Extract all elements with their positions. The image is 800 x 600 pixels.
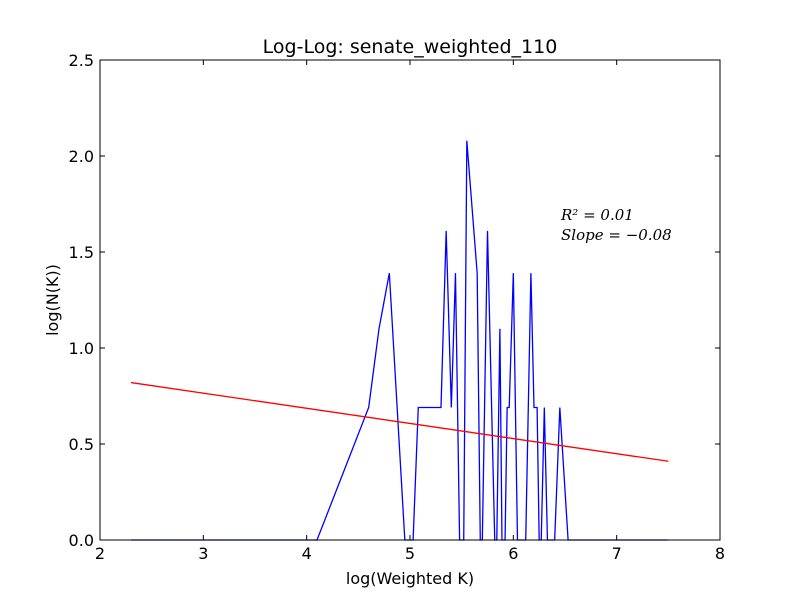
x-tick-label: 5 xyxy=(405,544,415,563)
y-tick-label: 1.5 xyxy=(69,243,94,262)
x-tick-label: 6 xyxy=(508,544,518,563)
ticks-layer: 2 3 4 5 6 7 8 0.0 0.5 1.0 1.5 2.0 2.5 xyxy=(69,51,726,563)
annotation-slope: Slope = −0.08 xyxy=(561,226,672,244)
x-tick-label: 7 xyxy=(612,544,622,563)
y-axis-label: log(N(K)) xyxy=(43,264,62,336)
plot-frame xyxy=(99,59,721,541)
x-tick-label: 8 xyxy=(715,544,725,563)
annotation-r-squared: R² = 0.01 xyxy=(560,206,634,224)
y-tick-label: 0.5 xyxy=(69,435,94,454)
series-layer xyxy=(130,140,669,541)
x-tick-label: 4 xyxy=(302,544,312,563)
series-line-distribution xyxy=(131,140,669,541)
series-line-fit xyxy=(130,381,669,462)
x-tick-label: 3 xyxy=(198,544,208,563)
x-axis-label: log(Weighted K) xyxy=(346,569,474,588)
x-tick-label: 2 xyxy=(95,544,105,563)
y-tick-label: 0.0 xyxy=(69,531,94,550)
chart-title: Log-Log: senate_weighted_110 xyxy=(263,36,558,58)
y-tick-label: 1.0 xyxy=(69,339,94,358)
y-tick-label: 2.0 xyxy=(69,147,94,166)
y-tick-label: 2.5 xyxy=(69,51,94,70)
